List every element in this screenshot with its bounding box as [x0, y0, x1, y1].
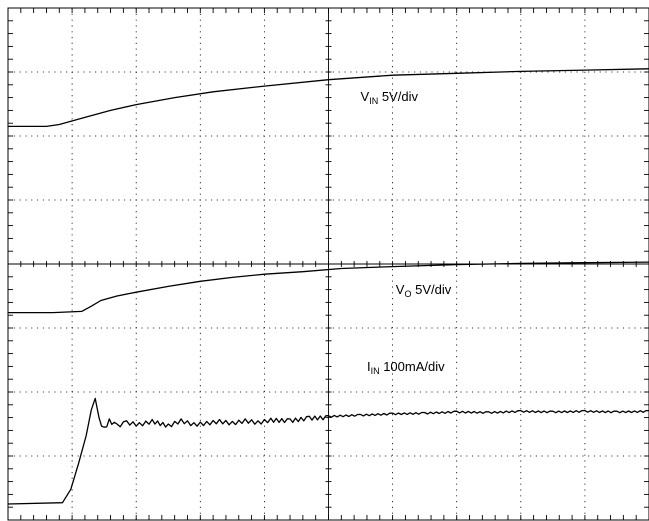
- trace-v-in: [7, 68, 649, 128]
- label-v-in: VIN 5V/div: [361, 89, 419, 106]
- trace-labels: VIN 5V/div VO 5V/div IIN 100mA/div: [361, 89, 452, 376]
- label-v-o: VO 5V/div: [396, 282, 452, 299]
- trace-i-in: [7, 397, 649, 505]
- graticule: [8, 8, 649, 520]
- plot-frame: [7, 7, 649, 521]
- trace-v-o: [7, 261, 649, 314]
- label-i-in: IIN 100mA/div: [367, 359, 445, 376]
- traces: [7, 68, 649, 505]
